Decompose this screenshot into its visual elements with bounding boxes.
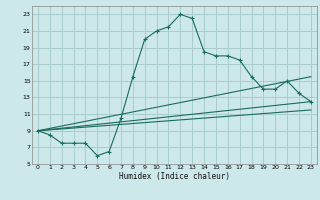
X-axis label: Humidex (Indice chaleur): Humidex (Indice chaleur) xyxy=(119,172,230,181)
